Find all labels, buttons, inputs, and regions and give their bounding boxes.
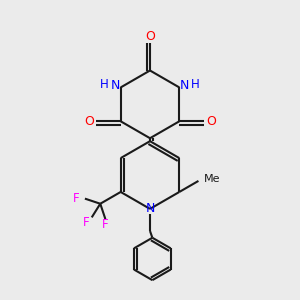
Text: N: N: [110, 79, 120, 92]
Text: F: F: [102, 218, 109, 232]
Text: O: O: [206, 115, 216, 128]
Text: O: O: [145, 30, 155, 43]
Text: H: H: [191, 78, 200, 91]
Text: N: N: [180, 79, 190, 92]
Text: O: O: [84, 115, 94, 128]
Text: F: F: [83, 216, 89, 229]
Text: H: H: [100, 78, 108, 91]
Text: N: N: [145, 202, 155, 215]
Text: Me: Me: [204, 174, 221, 184]
Text: F: F: [73, 192, 80, 205]
